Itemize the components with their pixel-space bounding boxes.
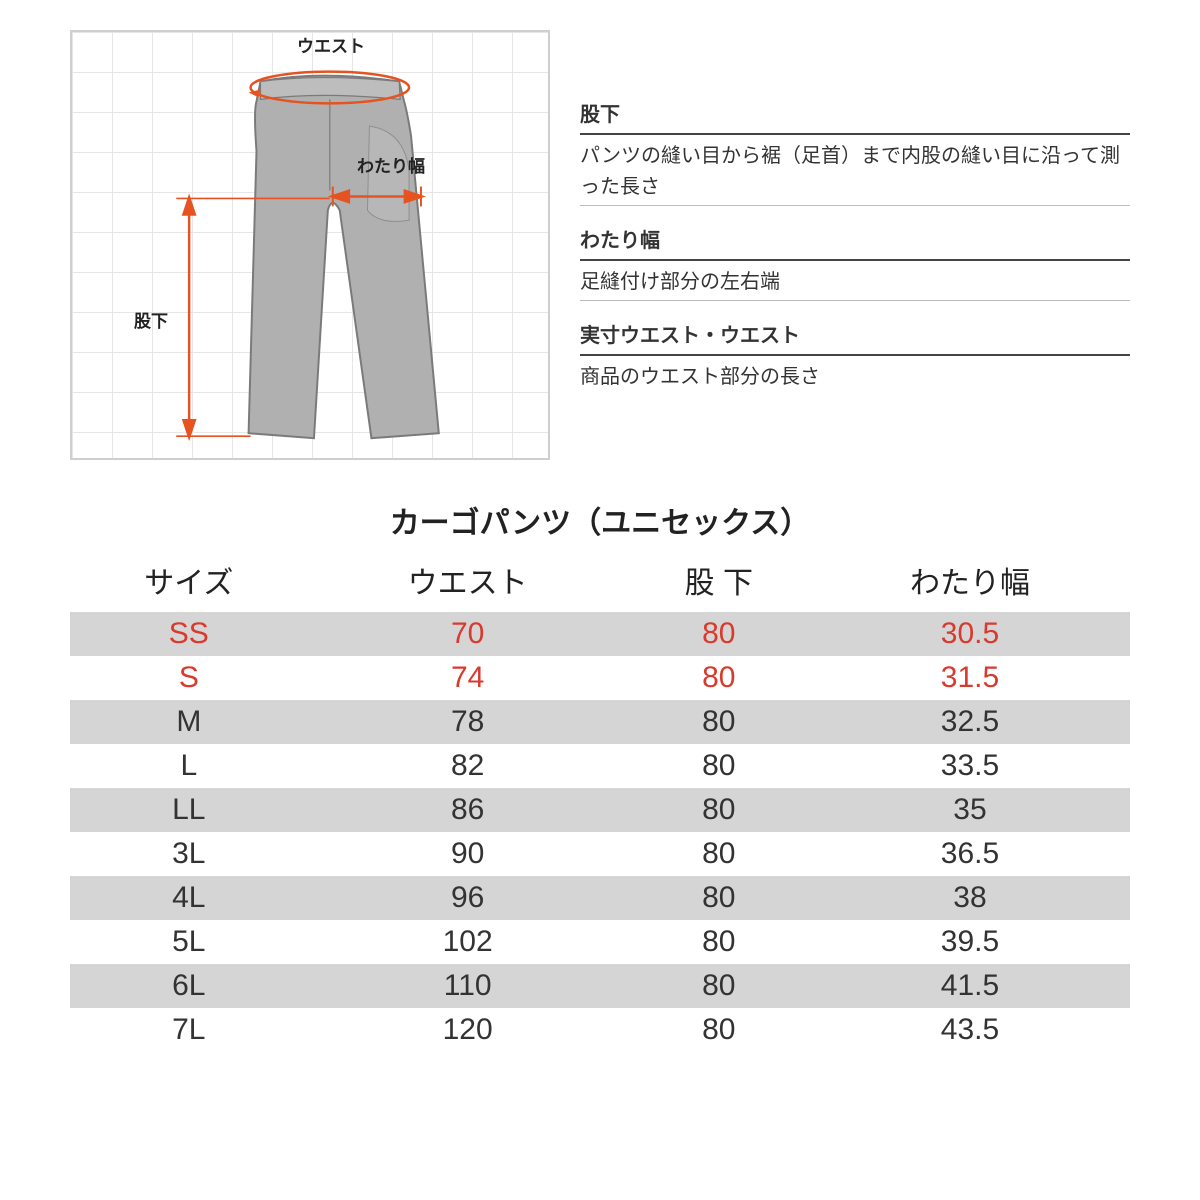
table-cell: 80 — [628, 832, 810, 876]
table-title: カーゴパンツ（ユニセックス） — [70, 498, 1130, 542]
legend-title-0: 股下 — [580, 98, 1130, 135]
table-row: 4L968038 — [70, 876, 1130, 920]
table-header-row: サイズ ウエスト 股 下 わたり幅 — [70, 552, 1130, 612]
pants-shape — [249, 76, 439, 439]
table-row: 6L1108041.5 — [70, 964, 1130, 1008]
table-cell: 80 — [628, 788, 810, 832]
table-cell: 80 — [628, 964, 810, 1008]
col-size: サイズ — [70, 552, 308, 612]
table-cell: 32.5 — [810, 700, 1130, 744]
table-cell: 3L — [70, 832, 308, 876]
table-cell: M — [70, 700, 308, 744]
legend-desc-2: 商品のウエスト部分の長さ — [580, 356, 1130, 395]
table-cell: 39.5 — [810, 920, 1130, 964]
table-cell: 80 — [628, 920, 810, 964]
legend-desc-0: パンツの縫い目から裾（足首）まで内股の縫い目に沿って測った長さ — [580, 135, 1130, 206]
table-cell: 80 — [628, 744, 810, 788]
table-row: 5L1028039.5 — [70, 920, 1130, 964]
table-cell: 102 — [308, 920, 628, 964]
table-row: SS708030.5 — [70, 612, 1130, 656]
label-waist: ウエスト — [297, 32, 365, 57]
table-cell: 35 — [810, 788, 1130, 832]
table-cell: 86 — [308, 788, 628, 832]
table-cell: 6L — [70, 964, 308, 1008]
pants-svg — [72, 32, 548, 458]
table-cell: 43.5 — [810, 1008, 1130, 1052]
table-cell: 82 — [308, 744, 628, 788]
table-cell: LL — [70, 788, 308, 832]
label-thigh: わたり幅 — [357, 152, 425, 177]
table-cell: 80 — [628, 656, 810, 700]
table-row: 3L908036.5 — [70, 832, 1130, 876]
table-cell: 78 — [308, 700, 628, 744]
table-cell: 30.5 — [810, 612, 1130, 656]
table-cell: 90 — [308, 832, 628, 876]
table-cell: 110 — [308, 964, 628, 1008]
col-inseam: 股 下 — [628, 552, 810, 612]
table-cell: 80 — [628, 1008, 810, 1052]
table-row: M788032.5 — [70, 700, 1130, 744]
table-row: LL868035 — [70, 788, 1130, 832]
legend-title-2: 実寸ウエスト・ウエスト — [580, 319, 1130, 356]
table-cell: 38 — [810, 876, 1130, 920]
label-inseam: 股下 — [134, 307, 168, 332]
table-cell: L — [70, 744, 308, 788]
table-cell: 41.5 — [810, 964, 1130, 1008]
size-table: サイズ ウエスト 股 下 わたり幅 SS708030.5S748031.5M78… — [70, 552, 1130, 1052]
table-row: 7L1208043.5 — [70, 1008, 1130, 1052]
table-cell: 80 — [628, 700, 810, 744]
legend-desc-1: 足縫付け部分の左右端 — [580, 261, 1130, 301]
measurement-legend: 股下 パンツの縫い目から裾（足首）まで内股の縫い目に沿って測った長さ わたり幅 … — [580, 30, 1130, 460]
table-cell: 4L — [70, 876, 308, 920]
table-row: L828033.5 — [70, 744, 1130, 788]
table-cell: 31.5 — [810, 656, 1130, 700]
table-cell: 33.5 — [810, 744, 1130, 788]
col-waist: ウエスト — [308, 552, 628, 612]
table-cell: 70 — [308, 612, 628, 656]
table-cell: SS — [70, 612, 308, 656]
table-cell: 5L — [70, 920, 308, 964]
table-cell: 7L — [70, 1008, 308, 1052]
table-cell: 120 — [308, 1008, 628, 1052]
table-cell: 80 — [628, 876, 810, 920]
measurement-diagram: ウエスト わたり幅 股下 — [70, 30, 550, 460]
table-cell: 80 — [628, 612, 810, 656]
table-cell: S — [70, 656, 308, 700]
table-cell: 74 — [308, 656, 628, 700]
table-cell: 36.5 — [810, 832, 1130, 876]
table-row: S748031.5 — [70, 656, 1130, 700]
legend-title-1: わたり幅 — [580, 224, 1130, 261]
table-cell: 96 — [308, 876, 628, 920]
col-thigh: わたり幅 — [810, 552, 1130, 612]
